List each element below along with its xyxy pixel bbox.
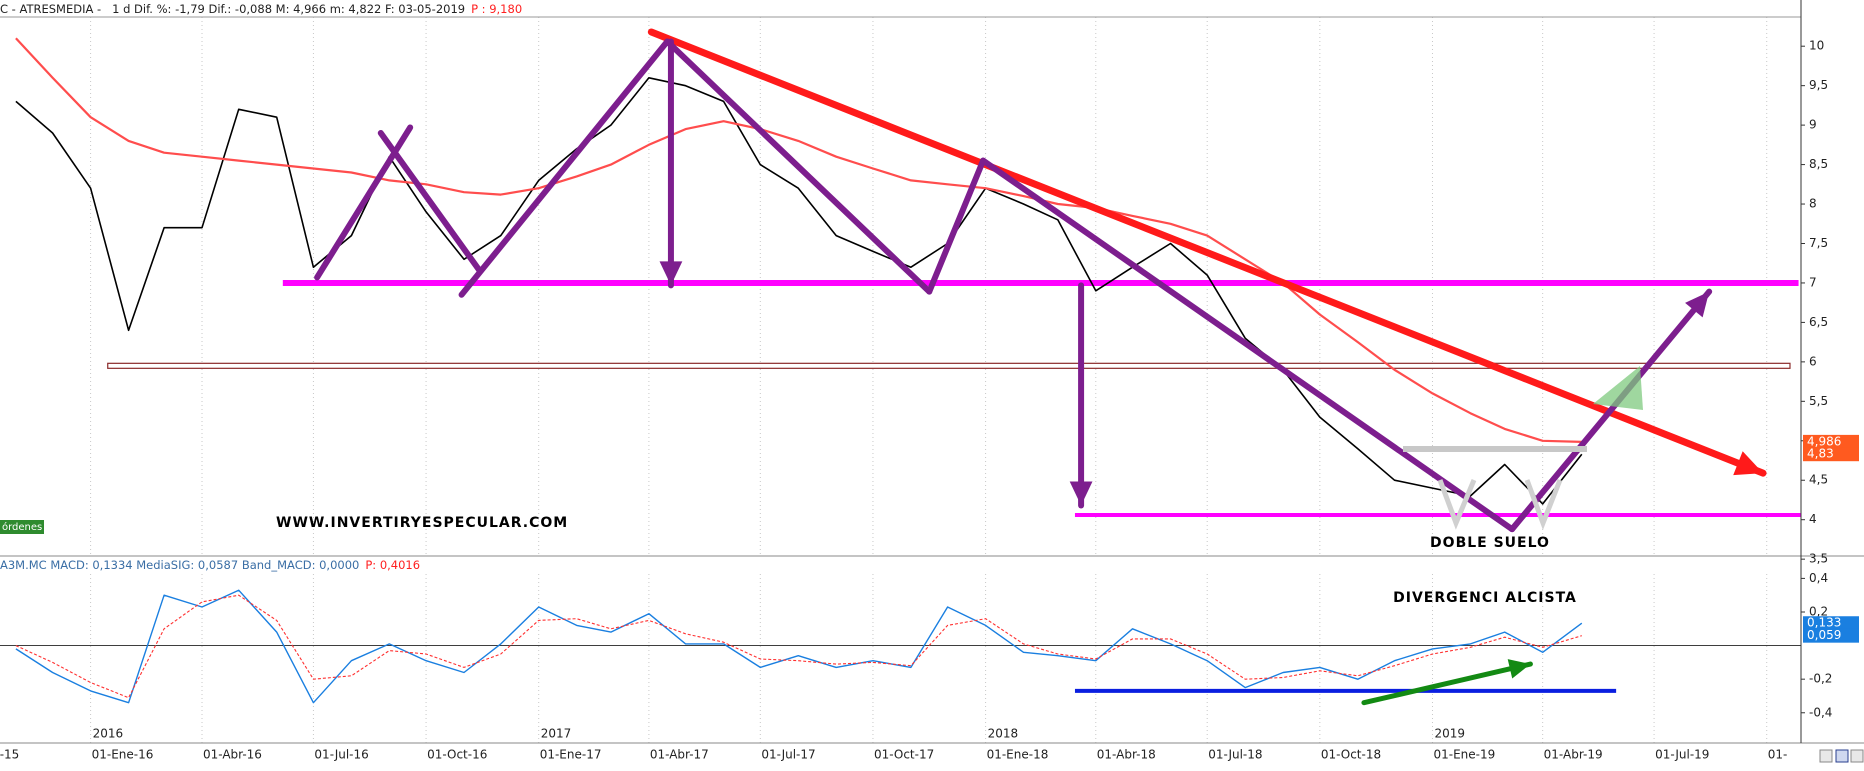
x-tick-label: 01-Abr-16 [203,748,262,762]
value-tag [1803,628,1859,643]
x-tick-label: 01-Abr-17 [650,748,709,762]
y-tick-label: -0,4 [1809,705,1832,719]
value-tag [1803,616,1859,631]
macd-panel [0,572,1801,743]
y-tick-label: 7 [1809,275,1817,289]
price-panel [15,17,1801,556]
arrow-head [1069,481,1093,506]
series-line [15,589,1583,704]
trendline [458,38,671,298]
watermark: WWW.INVERTIRYESPECULAR.COM [276,515,568,531]
header-text: C - ATRESMEDIA - 1 d Dif. %: -1,79 Dif.:… [0,2,465,16]
x-tick-label: 01-Jul-18 [1208,748,1262,762]
x-tick-label: 01-Jul-16 [314,748,368,762]
y-tick-label: -0,2 [1809,672,1832,686]
value-tag-label: 4,83 [1807,447,1834,461]
trendline [664,38,933,295]
pattern-label: DOBLE SUELO [1430,535,1550,551]
y-tick-label: 10 [1809,39,1824,53]
x-tick-label: 01-Abr-19 [1544,748,1603,762]
support-band [107,362,1791,369]
y-tick-label: 6,5 [1809,315,1828,329]
x-tick-label: 01- [1768,748,1788,762]
x-tick-label: 01-Jul-17 [761,748,815,762]
badge-box[interactable] [0,520,44,534]
trendline [926,157,987,295]
macd-header: A3M.MC MACD: 0,1334 MediaSIG: 0,0587 Ban… [0,558,420,572]
y-tick-label: 3,5 [1809,552,1828,566]
series-line [15,37,1582,443]
arrow-head [659,261,683,286]
y-tick-label: 9 [1809,118,1817,132]
y-tick-label: 8 [1809,197,1817,211]
series-line [15,594,1582,699]
year-label: 2017 [541,727,572,741]
y-tick-label: 5,5 [1809,394,1828,408]
macd-header-price: P: 0,4016 [365,558,420,572]
x-tick-label: 01-Oct-18 [1321,748,1381,762]
green-arrow-head [1593,366,1643,410]
y-tick-label: 4,5 [1809,473,1828,487]
x-tick-label: Oct-15 [0,748,19,762]
y-tick-label: 7,5 [1809,236,1828,250]
value-tag-label: 4,986 [1807,434,1841,448]
trendline [1509,288,1713,533]
trendline [980,157,1516,533]
save-button[interactable] [1835,749,1849,763]
divergence-label: DIVERGENCI ALCISTA [1393,590,1577,606]
icon-button[interactable] [1819,749,1833,763]
x-tick-label: 01-Jul-19 [1655,748,1709,762]
x-tick-label: 01-Oct-17 [874,748,934,762]
x-tick-label: 01-Ene-17 [540,748,602,762]
year-label: 2019 [1434,727,1465,741]
arrow-head [1507,659,1531,679]
double-bottom-left [1437,479,1477,530]
value-tag [1803,434,1859,449]
trendline [1361,661,1533,706]
x-tick-label: 01-Ene-18 [987,748,1049,762]
year-label: 2018 [988,727,1019,741]
arrow-head [1733,451,1764,476]
trendline [647,28,1767,477]
badge-text[interactable]: órdenes [2,521,42,533]
year-label: 2016 [93,727,124,741]
value-tag [1803,447,1859,462]
x-tick-label: 01-Abr-18 [1097,748,1156,762]
y-tick-label: 8,5 [1809,157,1828,171]
y-tick-label: 4 [1809,512,1817,526]
double-bottom-right [1524,479,1563,530]
header-price: P : 9,180 [471,2,522,16]
x-tick-label: 01-Oct-16 [427,748,487,762]
price-header: C - ATRESMEDIA - 1 d Dif. %: -1,79 Dif.:… [0,2,522,16]
series-line [15,77,1583,505]
value-tag-label: 0,133 [1807,616,1841,630]
y-tick-label: 6 [1809,354,1817,368]
y-tick-label: 0,2 [1809,604,1828,618]
trendline [377,130,483,275]
y-tick-label: 0,4 [1809,571,1828,585]
y-tick-label: 9,5 [1809,78,1828,92]
macd-header-text: A3M.MC MACD: 0,1334 MediaSIG: 0,0587 Ban… [0,558,359,572]
value-tag-label: 0,059 [1807,628,1841,642]
settings-button[interactable] [1850,749,1864,763]
x-tick-label: 01-Ene-16 [92,748,154,762]
x-tick-label: 01-Ene-19 [1433,748,1495,762]
arrow-head [1685,291,1710,318]
